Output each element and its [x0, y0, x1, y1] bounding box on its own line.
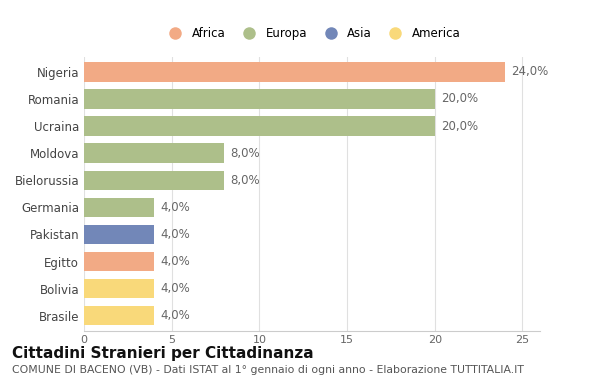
Bar: [84, 198, 154, 217]
Text: 24,0%: 24,0%: [511, 65, 548, 78]
Bar: [84, 116, 435, 136]
Bar: [84, 225, 154, 244]
Bar: [84, 306, 154, 325]
Bar: [84, 252, 154, 271]
Bar: [84, 89, 435, 109]
Text: 4,0%: 4,0%: [160, 255, 190, 268]
Text: 4,0%: 4,0%: [160, 309, 190, 322]
Bar: [84, 143, 224, 163]
Text: 20,0%: 20,0%: [441, 92, 478, 106]
Text: 8,0%: 8,0%: [230, 147, 260, 160]
Text: Cittadini Stranieri per Cittadinanza: Cittadini Stranieri per Cittadinanza: [12, 346, 314, 361]
Text: COMUNE DI BACENO (VB) - Dati ISTAT al 1° gennaio di ogni anno - Elaborazione TUT: COMUNE DI BACENO (VB) - Dati ISTAT al 1°…: [12, 365, 524, 375]
Text: 20,0%: 20,0%: [441, 120, 478, 133]
Text: 4,0%: 4,0%: [160, 228, 190, 241]
Bar: [84, 62, 505, 82]
Text: 4,0%: 4,0%: [160, 201, 190, 214]
Legend: Africa, Europa, Asia, America: Africa, Europa, Asia, America: [163, 27, 461, 40]
Bar: [84, 279, 154, 298]
Text: 4,0%: 4,0%: [160, 282, 190, 295]
Bar: [84, 171, 224, 190]
Text: 8,0%: 8,0%: [230, 174, 260, 187]
